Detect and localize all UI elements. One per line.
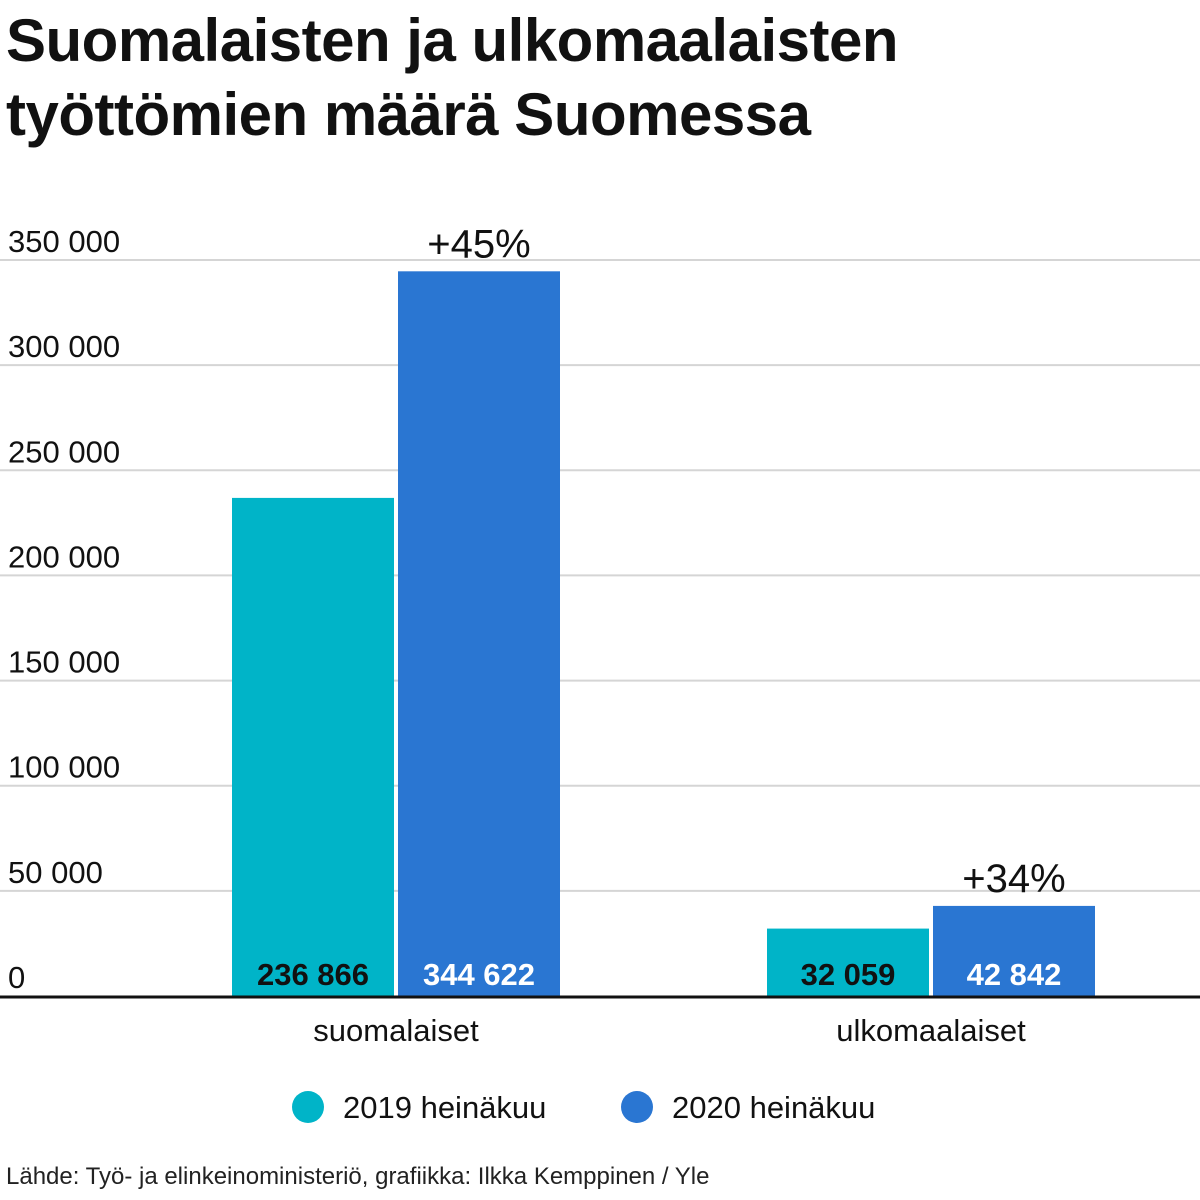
gridlines (0, 259, 1200, 892)
y-tick-label: 100 000 (8, 750, 120, 785)
y-tick-label: 350 000 (8, 224, 120, 259)
chart-title: Suomalaisten ja ulkomaalaisten työttömie… (6, 4, 1196, 152)
bar (933, 905, 1095, 996)
change-annotation: +34% (962, 857, 1065, 901)
bar-value-label: 42 842 (967, 957, 1062, 992)
bar (398, 271, 560, 996)
y-tick-label: 300 000 (8, 329, 120, 364)
chart-title-line-1: Suomalaisten ja ulkomaalaisten (6, 7, 899, 74)
y-tick-label: 250 000 (8, 434, 120, 469)
y-tick-label: 0 (8, 960, 25, 995)
legend-swatch (621, 1091, 653, 1123)
y-axis-tick-labels: 0 50 000 100 000 150 000 200 000 250 000 300 0… (8, 224, 120, 995)
data-labels: 236 866 344 622 32 059 42 842 (257, 957, 1061, 992)
bars (232, 271, 1095, 996)
legend: 2019 heinäkuu 2020 heinäkuu (292, 1090, 875, 1125)
legend-label: 2020 heinäkuu (672, 1090, 875, 1125)
category-label: suomalaiset (313, 1013, 479, 1048)
chart-title-line-2: työttömien määrä Suomessa (6, 81, 811, 148)
legend-swatch (292, 1091, 324, 1123)
change-annotation: +45% (427, 222, 530, 266)
change-annotations: +45% +34% (427, 222, 1065, 901)
category-labels: suomalaiset ulkomaalaiset (313, 1013, 1026, 1048)
y-tick-label: 200 000 (8, 539, 120, 574)
bar (767, 928, 929, 996)
category-label: ulkomaalaiset (836, 1013, 1026, 1048)
bar-value-label: 236 866 (257, 957, 369, 992)
source-credit: Lähde: Työ- ja elinkeinoministeriö, graf… (6, 1163, 710, 1190)
bar-value-label: 344 622 (423, 957, 535, 992)
y-tick-label: 150 000 (8, 645, 120, 680)
bar-value-label: 32 059 (801, 957, 896, 992)
y-tick-label: 50 000 (8, 855, 103, 890)
bar-chart: 0 50 000 100 000 150 000 200 000 250 000 300 0… (0, 222, 1200, 1125)
legend-label: 2019 heinäkuu (343, 1090, 546, 1125)
bar (232, 497, 394, 996)
